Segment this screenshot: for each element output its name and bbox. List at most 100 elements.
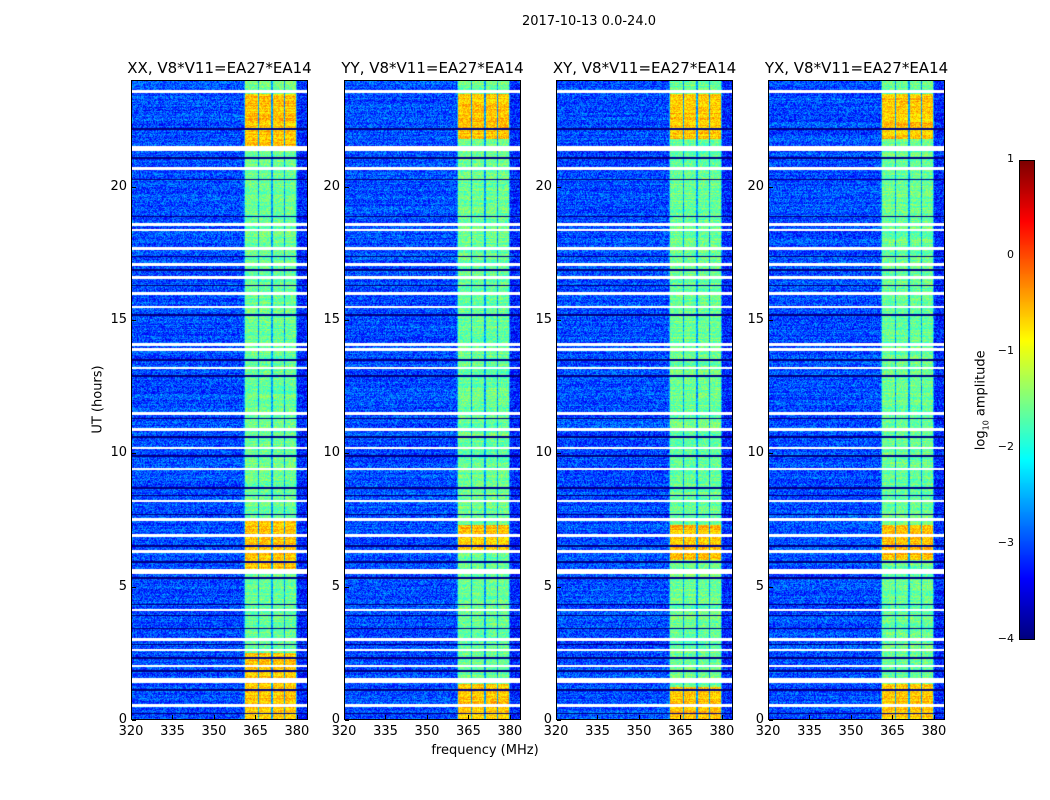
y-tick-label: 15 [110, 312, 127, 327]
heatmap-image [769, 81, 944, 719]
y-tick-label: 0 [543, 712, 552, 727]
y-tick-mark [132, 320, 136, 321]
heatmap-panel-4 [768, 80, 945, 720]
x-tick-mark [933, 715, 935, 719]
y-tick-mark [557, 453, 561, 455]
y-tick-mark [132, 586, 136, 588]
y-tick-mark [132, 453, 136, 455]
y-tick-mark [769, 320, 773, 321]
y-tick-mark [557, 720, 561, 721]
heatmap-image [132, 81, 307, 719]
y-tick-label: 0 [118, 712, 127, 727]
x-tick-label: 350 [838, 724, 864, 739]
x-tick-label: 335 [797, 724, 822, 739]
panel-title: YX, V8*V11=EA27*EA14 [764, 59, 949, 77]
x-tick-label: 320 [755, 724, 781, 739]
x-tick-label: 320 [118, 724, 144, 739]
y-tick-mark [345, 186, 349, 188]
y-tick-label: 15 [323, 312, 340, 327]
x-tick-label: 365 [880, 724, 905, 739]
x-tick-mark [172, 715, 174, 719]
y-tick-label: 5 [118, 578, 127, 594]
x-tick-mark [680, 715, 682, 719]
heatmap-image [557, 81, 732, 719]
x-tick-label: 365 [456, 724, 481, 739]
figure-title: 2017-10-13 0.0-24.0 [522, 14, 656, 29]
heatmap-panel-3 [556, 80, 733, 720]
x-tick-label: 335 [160, 724, 185, 739]
heatmap-image [345, 81, 520, 719]
y-tick-mark [557, 586, 561, 588]
x-tick-label: 380 [921, 724, 947, 739]
x-tick-mark [721, 715, 723, 719]
y-tick-mark [345, 586, 349, 588]
colorbar-tick-label: −1 [997, 344, 1014, 357]
x-tick-label: 365 [668, 724, 693, 739]
colorbar-tick-label: 1 [1007, 152, 1014, 165]
y-tick-label: 10 [110, 445, 127, 461]
y-tick-mark [345, 320, 349, 321]
colorbar-tick-label: −4 [997, 632, 1014, 645]
colorbar [1019, 160, 1035, 640]
x-tick-mark [556, 715, 557, 719]
y-tick-mark [557, 320, 561, 321]
colorbar-label-sub: 10 [981, 420, 991, 431]
y-tick-mark [345, 453, 349, 455]
x-tick-mark [638, 715, 640, 719]
y-tick-label: 0 [755, 712, 764, 727]
y-tick-label: 5 [331, 578, 340, 594]
x-axis-label: frequency (MHz) [431, 743, 539, 758]
y-tick-label: 10 [747, 445, 764, 461]
colorbar-label-rest: amplitude [973, 350, 989, 421]
y-tick-label: 20 [323, 178, 340, 194]
y-tick-mark [557, 186, 561, 188]
x-tick-mark [255, 715, 257, 719]
panel-title: XX, V8*V11=EA27*EA14 [127, 59, 312, 77]
x-tick-label: 320 [331, 724, 357, 739]
x-tick-mark [296, 715, 298, 719]
y-tick-label: 20 [747, 178, 764, 194]
colorbar-tick-label: −3 [997, 536, 1014, 549]
y-tick-label: 20 [535, 178, 552, 194]
colorbar-gradient [1020, 161, 1034, 639]
y-tick-label: 0 [331, 712, 340, 727]
x-tick-mark [426, 715, 428, 719]
x-tick-mark [850, 715, 852, 719]
x-tick-mark [344, 715, 345, 719]
y-tick-label: 5 [543, 578, 552, 594]
x-tick-label: 350 [414, 724, 440, 739]
heatmap-panel-2 [344, 80, 521, 720]
x-tick-label: 335 [373, 724, 398, 739]
x-tick-label: 380 [709, 724, 735, 739]
colorbar-tick-label: 0 [1007, 248, 1014, 261]
x-tick-mark [468, 715, 470, 719]
x-tick-mark [768, 715, 769, 719]
y-axis-label: UT (hours) [90, 365, 106, 434]
y-tick-mark [132, 720, 136, 721]
x-tick-label: 350 [201, 724, 227, 739]
heatmap-panel-1 [131, 80, 308, 720]
y-tick-mark [769, 720, 773, 721]
panel-title: YY, V8*V11=EA27*EA14 [341, 59, 524, 77]
x-tick-mark [131, 715, 132, 719]
panel-title: XY, V8*V11=EA27*EA14 [552, 59, 737, 77]
x-tick-label: 335 [585, 724, 610, 739]
y-tick-mark [769, 453, 773, 455]
y-tick-label: 10 [535, 445, 552, 461]
x-tick-mark [385, 715, 387, 719]
x-tick-label: 380 [284, 724, 310, 739]
x-tick-mark [213, 715, 215, 719]
x-tick-mark [809, 715, 811, 719]
x-tick-label: 350 [626, 724, 652, 739]
colorbar-tick-label: −2 [997, 440, 1014, 453]
y-tick-mark [132, 186, 136, 188]
x-tick-label: 320 [543, 724, 569, 739]
x-tick-mark [892, 715, 894, 719]
y-tick-label: 20 [110, 178, 127, 194]
y-tick-mark [769, 586, 773, 588]
y-tick-mark [345, 720, 349, 721]
y-tick-label: 5 [755, 578, 764, 594]
x-tick-label: 365 [243, 724, 268, 739]
x-tick-label: 380 [497, 724, 523, 739]
y-tick-label: 15 [535, 312, 552, 327]
